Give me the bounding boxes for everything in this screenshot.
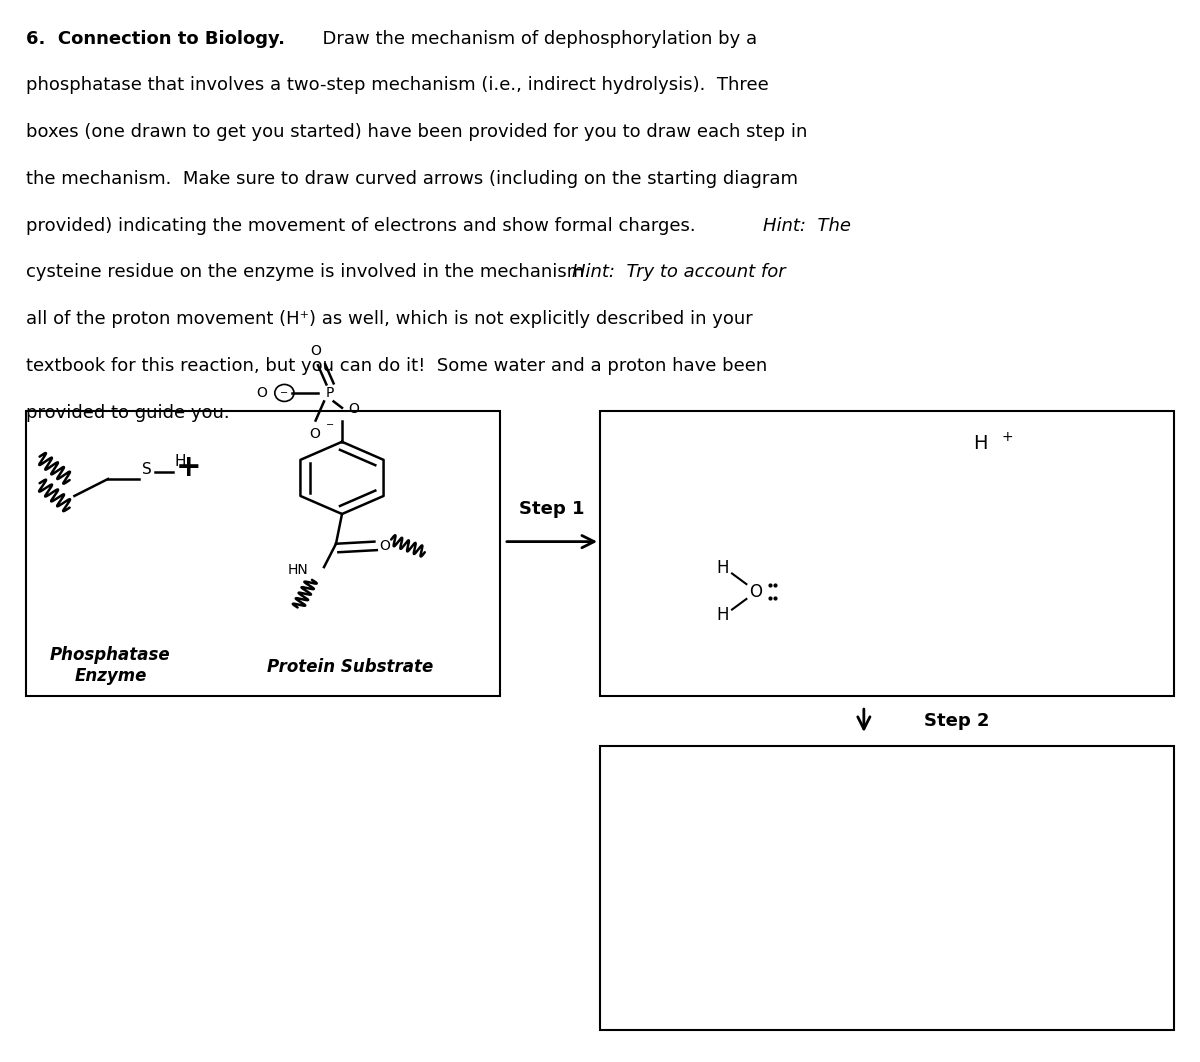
Text: O: O xyxy=(379,538,390,553)
Text: S: S xyxy=(142,462,151,477)
Text: Hint:  Try to account for: Hint: Try to account for xyxy=(572,263,786,281)
Text: O: O xyxy=(348,402,359,416)
Bar xyxy=(600,411,1174,696)
Text: Step 1: Step 1 xyxy=(520,500,584,518)
Text: H: H xyxy=(174,455,186,469)
Text: H: H xyxy=(973,434,988,453)
Text: O: O xyxy=(257,386,268,400)
Text: provided to guide you.: provided to guide you. xyxy=(26,404,230,422)
Text: phosphatase that involves a two-step mechanism (i.e., indirect hydrolysis).  Thr: phosphatase that involves a two-step mec… xyxy=(26,76,769,95)
Text: provided) indicating the movement of electrons and show formal charges.: provided) indicating the movement of ele… xyxy=(26,217,708,235)
Text: Enzyme: Enzyme xyxy=(74,667,146,685)
Text: O: O xyxy=(308,427,320,441)
Bar xyxy=(26,411,500,696)
Text: −: − xyxy=(281,388,288,398)
Text: all of the proton movement (H⁺) as well, which is not explicitly described in yo: all of the proton movement (H⁺) as well,… xyxy=(26,310,754,328)
Text: P: P xyxy=(326,386,334,400)
Text: H: H xyxy=(716,560,728,577)
Text: Step 2: Step 2 xyxy=(924,712,989,730)
Text: +: + xyxy=(175,452,202,482)
Text: H: H xyxy=(716,606,728,623)
Text: Draw the mechanism of dephosphorylation by a: Draw the mechanism of dephosphorylation … xyxy=(311,30,757,48)
Text: O: O xyxy=(310,344,322,358)
Text: boxes (one drawn to get you started) have been provided for you to draw each ste: boxes (one drawn to get you started) hav… xyxy=(26,123,808,141)
Text: the mechanism.  Make sure to draw curved arrows (including on the starting diagr: the mechanism. Make sure to draw curved … xyxy=(26,170,798,188)
Text: Protein Substrate: Protein Substrate xyxy=(268,658,433,676)
Text: HN: HN xyxy=(287,563,308,578)
Text: Phosphatase: Phosphatase xyxy=(50,646,170,664)
Text: −: − xyxy=(326,419,334,430)
Text: 6.  Connection to Biology.: 6. Connection to Biology. xyxy=(26,30,286,48)
Bar xyxy=(600,746,1174,1030)
Text: Hint:  The: Hint: The xyxy=(763,217,851,235)
Text: O: O xyxy=(750,583,762,600)
Text: +: + xyxy=(1002,430,1013,444)
Text: textbook for this reaction, but you can do it!  Some water and a proton have bee: textbook for this reaction, but you can … xyxy=(26,357,768,375)
Text: cysteine residue on the enzyme is involved in the mechanism.: cysteine residue on the enzyme is involv… xyxy=(26,263,602,281)
